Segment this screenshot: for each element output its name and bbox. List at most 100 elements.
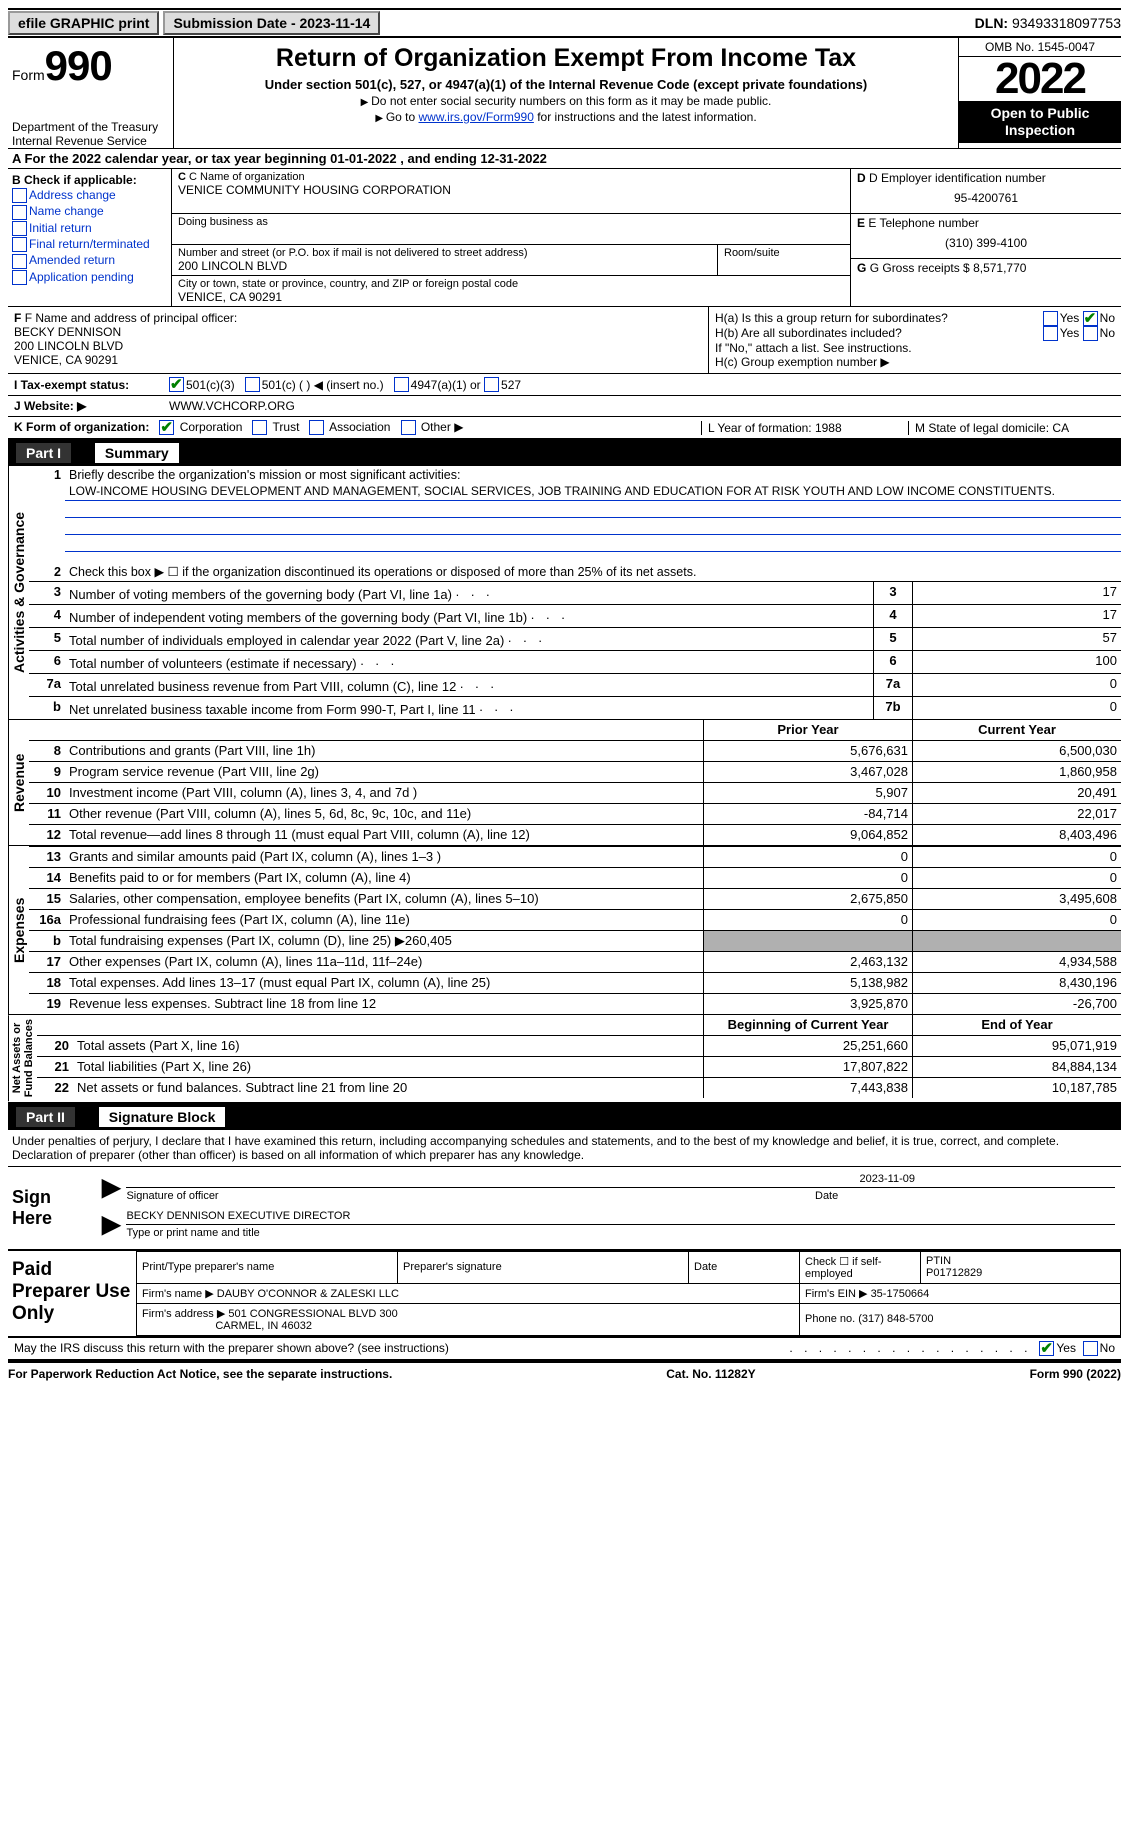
chk-corp[interactable]: [159, 420, 174, 435]
submission-btn[interactable]: Submission Date - 2023-11-14: [163, 11, 380, 35]
line-11: 11 Other revenue (Part VIII, column (A),…: [29, 803, 1121, 824]
org-name: VENICE COMMUNITY HOUSING CORPORATION: [178, 183, 844, 197]
ha-label: H(a) Is this a group return for subordin…: [715, 311, 1043, 326]
form-word: Form: [12, 67, 45, 83]
line-15: 15 Salaries, other compensation, employe…: [29, 888, 1121, 909]
org-city: VENICE, CA 90291: [178, 290, 844, 304]
state-domicile: M State of legal domicile: CA: [908, 421, 1115, 435]
org-address: 200 LINCOLN BLVD: [178, 259, 711, 273]
ha-no[interactable]: [1083, 311, 1098, 326]
netassets-section: Net Assets orFund Balances Beginning of …: [8, 1015, 1121, 1103]
gov-line-6: 6 Total number of volunteers (estimate i…: [29, 650, 1121, 673]
discuss-row: May the IRS discuss this return with the…: [8, 1338, 1121, 1361]
firm-name-cell: Firm's name ▶ DAUBY O'CONNOR & ZALESKI L…: [137, 1283, 800, 1303]
efile-btn[interactable]: efile GRAPHIC print: [8, 11, 159, 35]
gov-line-3: 3 Number of voting members of the govern…: [29, 581, 1121, 604]
website-value: WWW.VCHCORP.ORG: [169, 399, 295, 413]
chk-assoc[interactable]: [309, 420, 324, 435]
sig-date-label: Date: [815, 1190, 1115, 1202]
part2-header: Part II Signature Block: [8, 1104, 1121, 1130]
expenses-section: Expenses 13 Grants and similar amounts p…: [8, 846, 1121, 1015]
chk-4947[interactable]: [394, 377, 409, 392]
vert-expenses: Expenses: [8, 846, 29, 1014]
chk-other[interactable]: [401, 420, 416, 435]
discuss-no[interactable]: [1083, 1341, 1098, 1356]
discuss-yes[interactable]: [1039, 1341, 1054, 1356]
hb-yes[interactable]: [1043, 326, 1058, 341]
chk-pending[interactable]: Application pending: [12, 270, 167, 285]
form-subtitle: Under section 501(c), 527, or 4947(a)(1)…: [182, 77, 950, 92]
gov-line-5: 5 Total number of individuals employed i…: [29, 627, 1121, 650]
firm-ein-cell: Firm's EIN ▶ 35-1750664: [800, 1283, 1121, 1303]
ssn-note: Do not enter social security numbers on …: [182, 94, 950, 108]
chk-amended[interactable]: Amended return: [12, 253, 167, 268]
form-title: Return of Organization Exempt From Incom…: [182, 44, 950, 73]
end-year-header: End of Year: [912, 1015, 1121, 1035]
line-9: 9 Program service revenue (Part VIII, li…: [29, 761, 1121, 782]
prep-name-label: Print/Type preparer's name: [137, 1251, 398, 1283]
line-8: 8 Contributions and grants (Part VIII, l…: [29, 740, 1121, 761]
box-b-title: B Check if applicable:: [12, 173, 137, 187]
mission-blank3: [65, 535, 1121, 552]
chk-final[interactable]: Final return/terminated: [12, 237, 167, 252]
mission-blank1: [65, 501, 1121, 518]
part1-header: Part I Summary: [8, 440, 1121, 466]
vert-activities: Activities & Governance: [8, 466, 29, 719]
preparer-label: Paid Preparer Use Only: [8, 1251, 136, 1336]
chk-address[interactable]: Address change: [12, 188, 167, 203]
line-14: 14 Benefits paid to or for members (Part…: [29, 867, 1121, 888]
sig-arrow2: ▶: [102, 1210, 120, 1239]
addr-label: Number and street (or P.O. box if mail i…: [178, 247, 711, 259]
footer: For Paperwork Reduction Act Notice, see …: [8, 1361, 1121, 1381]
hb-label: H(b) Are all subordinates included?: [715, 326, 1043, 341]
mission-text: LOW-INCOME HOUSING DEVELOPMENT AND MANAG…: [65, 484, 1121, 501]
hc-label: H(c) Group exemption number ▶: [715, 355, 1115, 369]
phone-label: E E Telephone number: [857, 216, 1115, 230]
org-name-label: C C Name of organization: [178, 171, 844, 183]
current-year-header: Current Year: [912, 720, 1121, 740]
preparer-table: Print/Type preparer's name Preparer's si…: [136, 1251, 1121, 1336]
chk-name[interactable]: Name change: [12, 204, 167, 219]
mission-q: Briefly describe the organization's miss…: [69, 468, 1117, 482]
vert-revenue: Revenue: [8, 720, 29, 845]
chk-527[interactable]: [484, 377, 499, 392]
line-22: 22 Net assets or fund balances. Subtract…: [37, 1077, 1121, 1098]
dept-label: Department of the Treasury: [12, 120, 167, 134]
sig-officer-label: Signature of officer: [126, 1190, 815, 1202]
firm-addr-cell: Firm's address ▶ 501 CONGRESSIONAL BLVD …: [137, 1303, 800, 1335]
irs-link[interactable]: www.irs.gov/Form990: [419, 110, 534, 124]
line-13: 13 Grants and similar amounts paid (Part…: [29, 846, 1121, 867]
officer-label: F F Name and address of principal office…: [14, 311, 702, 325]
entity-section: B Check if applicable: Address change Na…: [8, 169, 1121, 307]
line-20: 20 Total assets (Part X, line 16) 25,251…: [37, 1035, 1121, 1056]
row-j: J Website: ▶ WWW.VCHCORP.ORG: [8, 396, 1121, 417]
officer-addr1: 200 LINCOLN BLVD: [14, 339, 702, 353]
row-i: I Tax-exempt status: 501(c)(3) 501(c) ( …: [8, 374, 1121, 396]
ha-yes[interactable]: [1043, 311, 1058, 326]
mission-blank2: [65, 518, 1121, 535]
officer-addr2: VENICE, CA 90291: [14, 353, 702, 367]
form-header: Form990 Department of the Treasury Inter…: [8, 38, 1121, 149]
sig-name-val: BECKY DENNISON EXECUTIVE DIRECTOR: [126, 1210, 1115, 1222]
footer-right: Form 990 (2022): [1030, 1367, 1121, 1381]
chk-initial[interactable]: Initial return: [12, 221, 167, 236]
officer-name: BECKY DENNISON: [14, 325, 702, 339]
prep-sig-label: Preparer's signature: [398, 1251, 689, 1283]
line-17: 17 Other expenses (Part IX, column (A), …: [29, 951, 1121, 972]
chk-trust[interactable]: [252, 420, 267, 435]
hb-no[interactable]: [1083, 326, 1098, 341]
chk-501c[interactable]: [245, 377, 260, 392]
gov-line-4: 4 Number of independent voting members o…: [29, 604, 1121, 627]
dln-label: DLN: 93493318097753: [975, 15, 1121, 31]
room-label: Room/suite: [724, 247, 844, 259]
year-formation: L Year of formation: 1988: [701, 421, 908, 435]
firm-phone-cell: Phone no. (317) 848-5700: [800, 1303, 1121, 1335]
activities-section: Activities & Governance 1Briefly describ…: [8, 466, 1121, 720]
footer-left: For Paperwork Reduction Act Notice, see …: [8, 1367, 392, 1381]
begin-year-header: Beginning of Current Year: [703, 1015, 912, 1035]
line-12: 12 Total revenue—add lines 8 through 11 …: [29, 824, 1121, 845]
website-note: Go to www.irs.gov/Form990 for instructio…: [182, 110, 950, 124]
top-bar: efile GRAPHIC print Submission Date - 20…: [8, 8, 1121, 38]
chk-501c3[interactable]: [169, 377, 184, 392]
gross-value: 8,571,770: [973, 261, 1026, 275]
